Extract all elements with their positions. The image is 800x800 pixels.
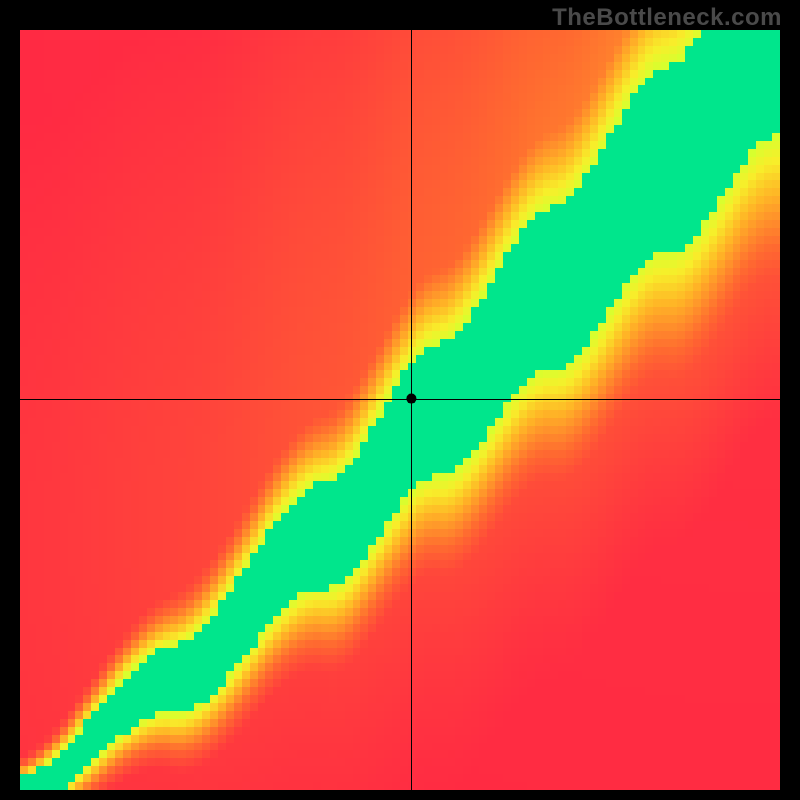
bottleneck-heatmap (20, 30, 780, 790)
chart-container: TheBottleneck.com (0, 0, 800, 800)
watermark-text: TheBottleneck.com (552, 4, 782, 32)
